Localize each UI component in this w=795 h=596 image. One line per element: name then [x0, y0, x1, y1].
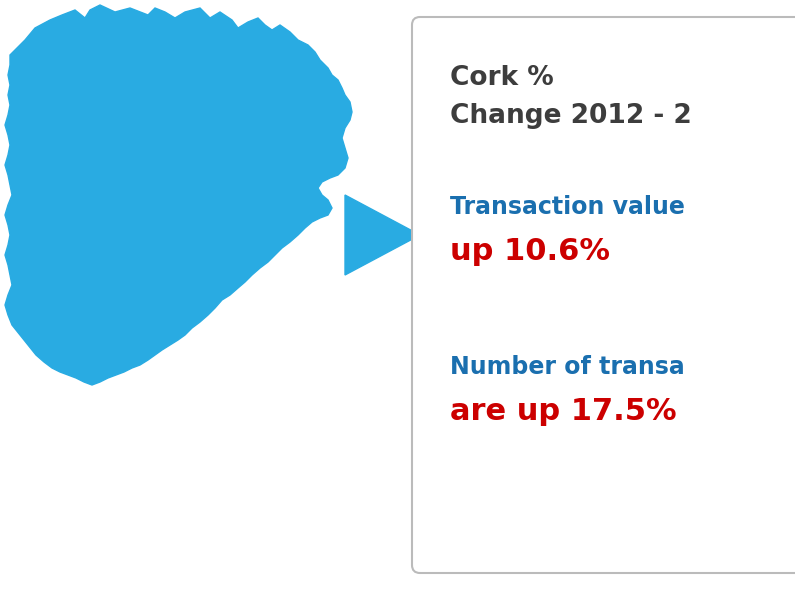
- Text: up 10.6%: up 10.6%: [450, 237, 610, 266]
- FancyBboxPatch shape: [412, 17, 795, 573]
- Text: Change 2012 - 2: Change 2012 - 2: [450, 103, 692, 129]
- Polygon shape: [5, 5, 352, 385]
- Text: are up 17.5%: are up 17.5%: [450, 397, 677, 426]
- Text: Cork %: Cork %: [450, 65, 563, 91]
- Text: Number of transa: Number of transa: [450, 355, 684, 379]
- Text: Transaction value: Transaction value: [450, 195, 684, 219]
- Polygon shape: [345, 195, 420, 275]
